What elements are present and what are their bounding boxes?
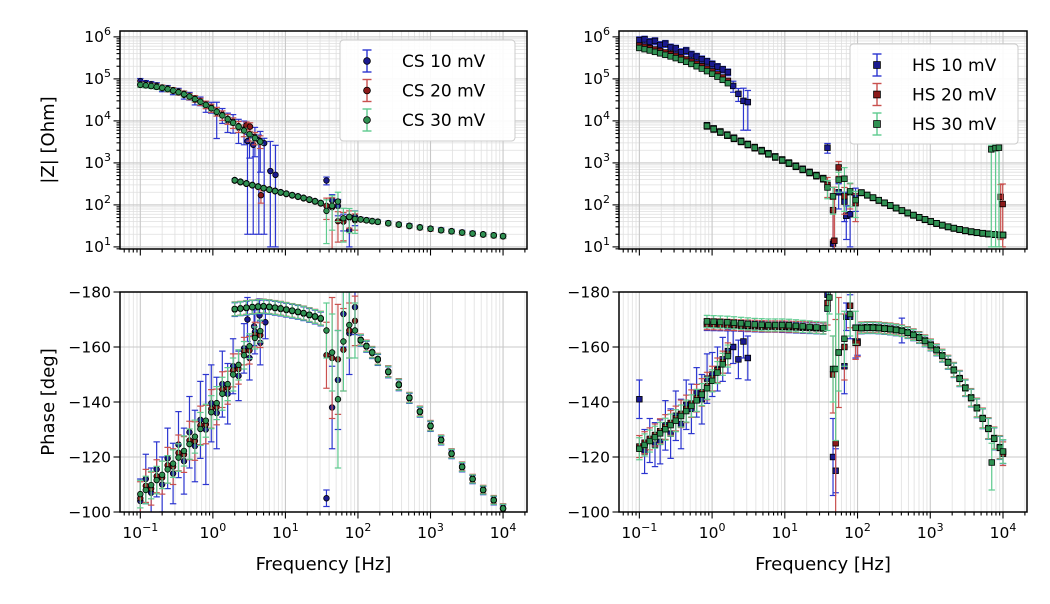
y-tick-label: 103	[583, 151, 610, 172]
x-axis-label: Frequency [Hz]	[256, 554, 392, 575]
y-tick-label: −160	[567, 339, 610, 357]
y-tick-label: −100	[567, 504, 610, 522]
y-tick-label: 106	[84, 25, 111, 46]
series-hs-10-mv	[636, 292, 1007, 497]
x-tick-label: 101	[771, 521, 798, 542]
y-tick-label: −120	[68, 449, 111, 467]
y-tick-label: 106	[583, 25, 610, 46]
hs-phase: 10−1 100 101 102 103 104 −180 −160 −140 −120 −100 F…	[567, 284, 1028, 575]
series-hs-30-mv	[636, 44, 1007, 248]
y-tick-label: 101	[583, 235, 610, 256]
y-axis-label: |Z| [Ohm]	[38, 96, 59, 183]
y-tick-label: −100	[68, 504, 111, 522]
legend-label: HS 10 mV	[912, 56, 997, 76]
series-cs-30-mv	[137, 292, 507, 512]
y-tick-label: −120	[567, 449, 610, 467]
y-tick-label: 104	[583, 109, 610, 130]
y-tick-label: 105	[84, 67, 111, 88]
x-tick-label: 100	[699, 521, 726, 542]
y-tick-label: −140	[567, 394, 610, 412]
y-tick-label: 102	[583, 193, 610, 214]
series-hs-30-mv	[636, 292, 1007, 491]
y-tick-label: 103	[84, 151, 111, 172]
y-tick-label: −160	[68, 339, 111, 357]
x-tick-label: 104	[990, 521, 1017, 542]
x-tick-label: 102	[345, 521, 372, 542]
cs-impedance: 101 102 103 104 105 106 |Z| [Ohm] CS 10 mV CS 20…	[38, 25, 528, 256]
legend-label: HS 30 mV	[912, 115, 997, 135]
legend-label: CS 20 mV	[402, 82, 486, 102]
cs-phase: 10−1 100 101 102 103 104 −180 −160 −140 −120 −100 P…	[38, 284, 528, 575]
x-tick-label: 102	[844, 521, 871, 542]
legend-label: CS 10 mV	[402, 52, 486, 72]
y-axis-label: Phase [deg]	[38, 348, 59, 455]
x-tick-label: 104	[490, 521, 517, 542]
y-tick-label: 101	[84, 235, 111, 256]
x-tick-label: 103	[417, 521, 444, 542]
y-tick-label: 104	[84, 109, 111, 130]
x-tick-label: 10−1	[122, 521, 158, 542]
x-tick-label: 103	[917, 521, 944, 542]
x-tick-label: 101	[272, 521, 299, 542]
legend-label: CS 30 mV	[402, 111, 486, 131]
x-tick-label: 10−1	[621, 521, 657, 542]
legend-label: HS 20 mV	[912, 86, 997, 106]
y-tick-label: −180	[567, 284, 610, 302]
y-tick-label: −180	[68, 284, 111, 302]
x-tick-label: 100	[199, 521, 226, 542]
hs-impedance: 101 102 103 104 105 106 HS 10 mV HS 20 mV HS 30 …	[583, 25, 1028, 256]
legend: HS 10 mV HS 20 mV HS 30 mV	[849, 43, 1019, 145]
series-cs-30-mv	[137, 81, 507, 245]
y-tick-label: 105	[583, 67, 610, 88]
x-axis-label: Frequency [Hz]	[755, 554, 891, 575]
y-tick-label: 102	[84, 193, 111, 214]
y-tick-label: −140	[68, 394, 111, 412]
legend: CS 10 mV CS 20 mV CS 30 mV	[339, 39, 516, 142]
